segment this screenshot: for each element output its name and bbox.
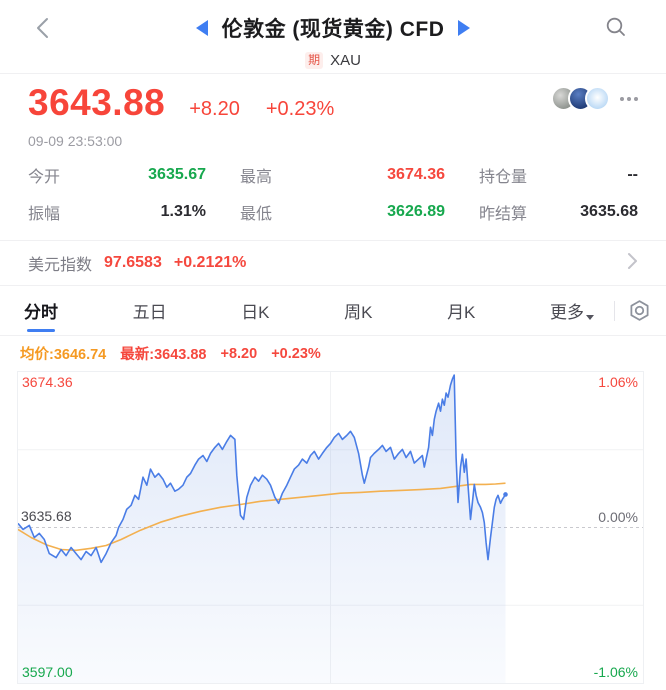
- stat-value: 3635.67: [148, 166, 206, 183]
- stat-cell: 今开 3635.67: [28, 163, 206, 187]
- stat-value: 3626.89: [387, 203, 445, 220]
- prev-instrument-arrow-icon[interactable]: [195, 20, 208, 36]
- axis-pct-zero: 0.00%: [598, 509, 638, 525]
- legend-average: 均价:3646.74: [20, 347, 107, 363]
- stat-label: 振幅: [28, 206, 61, 223]
- legend-last: 最新:3643.88: [120, 347, 207, 363]
- symbol-code: XAU: [330, 51, 361, 69]
- usd-index-label: 美元指数: [28, 257, 93, 274]
- tab-label: 分时: [24, 303, 58, 322]
- divider: [614, 300, 615, 321]
- chart-plot-area[interactable]: 3674.36 1.06% 3635.68 0.00% 3597.00 -1.0…: [17, 371, 644, 684]
- chevron-right-icon: [626, 252, 638, 275]
- search-icon: [606, 17, 625, 36]
- stat-label: 今开: [28, 169, 61, 186]
- avatar[interactable]: [585, 86, 610, 111]
- legend-change-percent: +0.23%: [271, 345, 321, 362]
- tab-周K[interactable]: 周K: [338, 288, 378, 333]
- tab-月K[interactable]: 月K: [441, 288, 481, 333]
- price-change-percent: +0.23%: [265, 98, 335, 120]
- stat-cell: 持仓量 --: [479, 163, 638, 187]
- stat-label: 最高: [240, 169, 273, 186]
- tab-更多[interactable]: 更多: [544, 288, 600, 333]
- next-instrument-arrow-icon[interactable]: [458, 20, 471, 36]
- intraday-chart[interactable]: 3674.36 1.06% 3635.68 0.00% 3597.00 -1.0…: [0, 368, 666, 690]
- quote-timestamp: 09-09 23:53:00: [28, 133, 123, 149]
- tab-label: 五日: [132, 303, 167, 322]
- stat-cell: 最低 3626.89: [240, 200, 445, 224]
- chart-tabbar: 分时 五日 日K 周K 月K 更多: [0, 286, 666, 336]
- futures-badge: 期: [305, 51, 324, 69]
- chart-settings-button[interactable]: [627, 298, 652, 323]
- tab-分时[interactable]: 分时: [18, 288, 64, 333]
- divider: [0, 73, 666, 74]
- stat-cell: 振幅 1.31%: [28, 200, 206, 224]
- usd-index-change: +0.2121%: [173, 254, 247, 271]
- tab-label: 周K: [344, 303, 373, 322]
- chart-legend: 均价:3646.74 最新:3643.88 +8.20 +0.23%: [0, 336, 666, 368]
- tab-label: 日K: [241, 303, 270, 322]
- search-button[interactable]: [604, 15, 628, 44]
- last-price: 3643.88: [28, 82, 166, 123]
- tab-日K[interactable]: 日K: [235, 288, 275, 333]
- axis-pct-high: 1.06%: [598, 374, 638, 390]
- stat-cell: 昨结算 3635.68: [479, 200, 638, 224]
- axis-price-high: 3674.36: [22, 374, 73, 390]
- back-button[interactable]: [32, 14, 56, 47]
- stat-label: 昨结算: [479, 206, 528, 223]
- stat-cell: 最高 3674.36: [240, 163, 445, 187]
- legend-change: +8.20: [220, 345, 258, 362]
- stat-value: 3674.36: [387, 166, 445, 183]
- page-title: 伦敦金 (现货黄金) CFD: [221, 18, 445, 41]
- gear-icon: [630, 300, 649, 321]
- stat-label: 最低: [240, 206, 273, 223]
- stat-value: 3635.68: [580, 203, 638, 220]
- caret-down-icon: [586, 315, 594, 320]
- header: 伦敦金 (现货黄金) CFD 期 XAU: [0, 0, 666, 74]
- stat-value: 1.31%: [160, 203, 206, 220]
- usd-index-value: 97.6583: [104, 254, 162, 271]
- price-change: +8.20: [189, 98, 240, 120]
- price-chart-svg: [18, 372, 643, 683]
- chevron-left-icon: [37, 18, 48, 38]
- axis-pct-low: -1.06%: [593, 664, 638, 680]
- stats-grid: 今开 3635.67 最高 3674.36 持仓量 -- 振幅 1.31% 最低 3626.89 昨…: [0, 149, 666, 240]
- usd-index-row[interactable]: 美元指数 97.6583 +0.2121%: [0, 240, 666, 286]
- stat-label: 持仓量: [479, 169, 528, 186]
- quote-section: 3643.88 +8.20 +0.23% 09-09 23:53:00: [0, 74, 666, 149]
- more-button[interactable]: [620, 96, 638, 101]
- tabs-list: 分时 五日 日K 周K 月K 更多: [18, 288, 614, 333]
- stat-value: --: [627, 166, 638, 183]
- tab-label: 更多: [550, 303, 584, 322]
- axis-price-low: 3597.00: [22, 664, 73, 680]
- axis-prev-close: 3635.68: [21, 508, 72, 524]
- tab-五日[interactable]: 五日: [127, 288, 173, 333]
- tab-label: 月K: [447, 303, 476, 322]
